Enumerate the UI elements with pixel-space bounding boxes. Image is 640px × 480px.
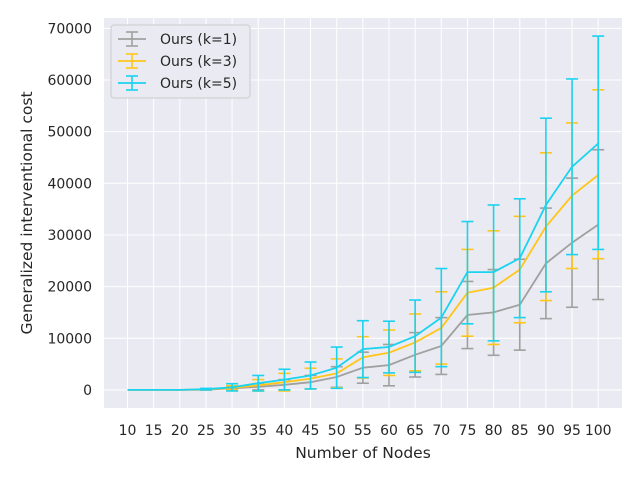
y-tick-label: 60000 bbox=[47, 73, 92, 89]
series-group bbox=[127, 35, 605, 392]
x-tick-label: 15 bbox=[145, 423, 163, 439]
x-tick-label: 75 bbox=[459, 423, 477, 439]
y-tick-label: 0 bbox=[83, 383, 92, 399]
legend-box bbox=[110, 24, 251, 99]
x-tick-label: 95 bbox=[563, 423, 581, 439]
y-tick-label: 10000 bbox=[47, 331, 92, 347]
x-tick-label: 40 bbox=[275, 423, 293, 439]
legend-label: Ours (k=5) bbox=[160, 76, 237, 92]
x-tick-label: 50 bbox=[328, 423, 346, 439]
legend-label: Ours (k=1) bbox=[160, 32, 237, 48]
x-tick-label: 70 bbox=[432, 423, 450, 439]
x-tick-label: 35 bbox=[249, 423, 267, 439]
x-tick-labels: 10 15 20 25 30 35 40 45 50 55 60 65 70 75 80 85 90 95 100 bbox=[119, 423, 612, 439]
legend-label: Ours (k=3) bbox=[160, 54, 237, 70]
x-tick-label: 80 bbox=[485, 423, 503, 439]
x-tick-label: 30 bbox=[223, 423, 241, 439]
series-line bbox=[127, 142, 599, 391]
x-tick-label: 100 bbox=[585, 423, 612, 439]
x-tick-label: 90 bbox=[537, 423, 555, 439]
y-tick-label: 20000 bbox=[47, 280, 92, 296]
y-tick-label: 40000 bbox=[47, 176, 92, 192]
y-tick-labels: 0 10000 20000 30000 40000 50000 60000 70000 bbox=[47, 21, 92, 399]
legend: Ours (k=1) Ours (k=3) Ours (k=5) bbox=[110, 24, 251, 99]
x-tick-label: 55 bbox=[354, 423, 372, 439]
x-tick-label: 85 bbox=[511, 423, 529, 439]
x-tick-label: 25 bbox=[197, 423, 215, 439]
y-tick-label: 30000 bbox=[47, 228, 92, 244]
x-tick-label: 65 bbox=[406, 423, 424, 439]
x-tick-label: 20 bbox=[171, 423, 189, 439]
y-axis-label: Generalized interventional cost bbox=[18, 91, 36, 334]
series-layer bbox=[127, 35, 605, 392]
x-axis-label: Number of Nodes bbox=[295, 444, 431, 462]
x-tick-label: 10 bbox=[119, 423, 137, 439]
x-tick-label: 45 bbox=[302, 423, 320, 439]
y-tick-label: 50000 bbox=[47, 125, 92, 141]
x-tick-label: 60 bbox=[380, 423, 398, 439]
y-tick-label: 70000 bbox=[47, 21, 92, 37]
